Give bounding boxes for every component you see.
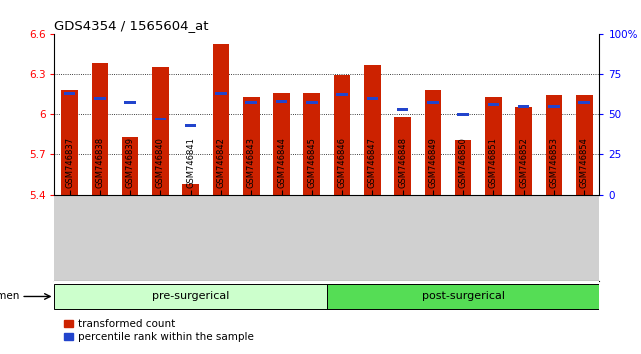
Bar: [303, 93, 320, 195]
Bar: [62, 90, 78, 195]
Bar: [394, 117, 411, 195]
Bar: [276, 100, 287, 103]
Text: post-surgerical: post-surgerical: [422, 291, 504, 302]
Bar: [485, 97, 502, 195]
Bar: [64, 92, 76, 95]
Bar: [154, 118, 166, 120]
Bar: [515, 108, 532, 195]
Bar: [576, 95, 592, 195]
Bar: [427, 101, 438, 104]
Bar: [458, 113, 469, 116]
Bar: [213, 44, 229, 195]
Bar: [124, 101, 136, 104]
Bar: [152, 67, 169, 195]
Bar: [545, 95, 562, 195]
Bar: [122, 137, 138, 195]
Bar: [397, 108, 408, 111]
Bar: [306, 101, 317, 104]
Bar: [424, 90, 441, 195]
Bar: [455, 140, 471, 195]
Text: specimen: specimen: [0, 291, 20, 302]
Bar: [367, 97, 378, 99]
Text: pre-surgerical: pre-surgerical: [152, 291, 229, 302]
Bar: [185, 124, 196, 127]
Legend: transformed count, percentile rank within the sample: transformed count, percentile rank withi…: [60, 315, 258, 346]
Bar: [94, 97, 106, 99]
Bar: [273, 93, 290, 195]
Bar: [488, 103, 499, 106]
Bar: [548, 105, 560, 108]
Bar: [246, 101, 257, 104]
Text: GDS4354 / 1565604_at: GDS4354 / 1565604_at: [54, 19, 209, 33]
Bar: [54, 284, 327, 309]
Bar: [183, 184, 199, 195]
Bar: [92, 63, 108, 195]
Bar: [215, 92, 227, 95]
Bar: [327, 284, 599, 309]
Bar: [364, 64, 381, 195]
Bar: [334, 75, 351, 195]
Bar: [337, 93, 348, 96]
Bar: [243, 97, 260, 195]
Bar: [518, 105, 529, 108]
Bar: [578, 101, 590, 104]
